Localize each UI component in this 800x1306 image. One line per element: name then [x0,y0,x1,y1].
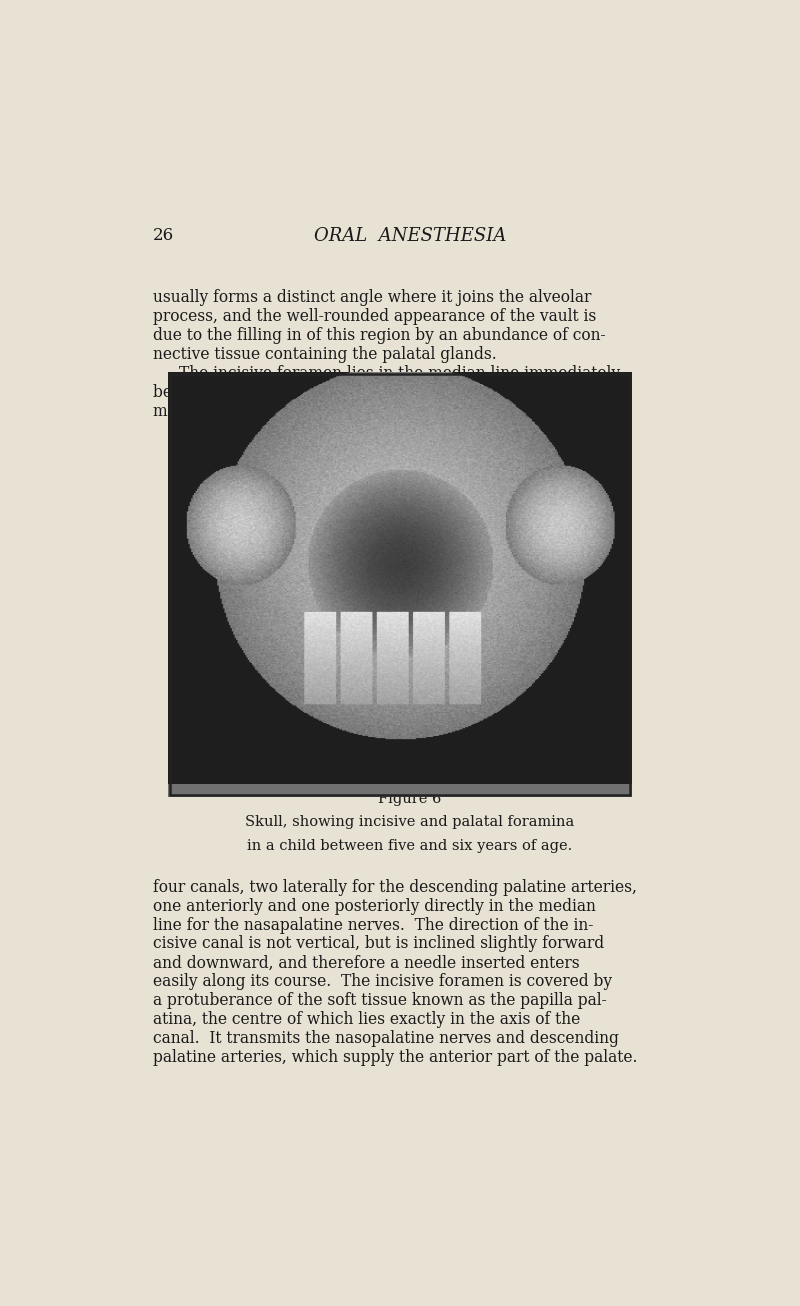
Text: line for the nasapalatine nerves.  The direction of the in-: line for the nasapalatine nerves. The di… [153,917,593,934]
Text: margin is usually 8 mm. in the adult.  It is formed by: margin is usually 8 mm. in the adult. It… [153,402,563,421]
Text: Skull, showing incisive and palatal foramina: Skull, showing incisive and palatal fora… [246,815,574,829]
Text: palatine arteries, which supply the anterior part of the palate.: palatine arteries, which supply the ante… [153,1049,638,1066]
Text: process, and the well-rounded appearance of the vault is: process, and the well-rounded appearance… [153,308,596,325]
Text: The incisive foramen lies in the median line immediately: The incisive foramen lies in the median … [178,366,620,383]
Text: easily along its course.  The incisive foramen is covered by: easily along its course. The incisive fo… [153,973,612,990]
Text: in a child between five and six years of age.: in a child between five and six years of… [247,838,573,853]
Text: a protuberance of the soft tissue known as the papilla pal-: a protuberance of the soft tissue known … [153,993,606,1010]
Text: canal.  It transmits the nasopalatine nerves and descending: canal. It transmits the nasopalatine ner… [153,1030,618,1047]
Text: atina, the centre of which lies exactly in the axis of the: atina, the centre of which lies exactly … [153,1011,580,1028]
Text: behind the incisor teeth.  The distance from the alveolar: behind the incisor teeth. The distance f… [153,384,593,401]
Text: and downward, and therefore a needle inserted enters: and downward, and therefore a needle ins… [153,955,579,972]
Text: ORAL  ANESTHESIA: ORAL ANESTHESIA [314,227,506,246]
Text: cisive canal is not vertical, but is inclined slightly forward: cisive canal is not vertical, but is inc… [153,935,604,952]
Text: nective tissue containing the palatal glands.: nective tissue containing the palatal gl… [153,346,497,363]
Text: one anteriorly and one posteriorly directly in the median: one anteriorly and one posteriorly direc… [153,897,595,914]
Text: due to the filling in of this region by an abundance of con-: due to the filling in of this region by … [153,328,606,345]
Text: usually forms a distinct angle where it joins the alveolar: usually forms a distinct angle where it … [153,290,591,307]
Text: Figure 6: Figure 6 [378,793,442,806]
Text: four canals, two laterally for the descending palatine arteries,: four canals, two laterally for the desce… [153,879,637,896]
Text: 26: 26 [153,227,174,244]
